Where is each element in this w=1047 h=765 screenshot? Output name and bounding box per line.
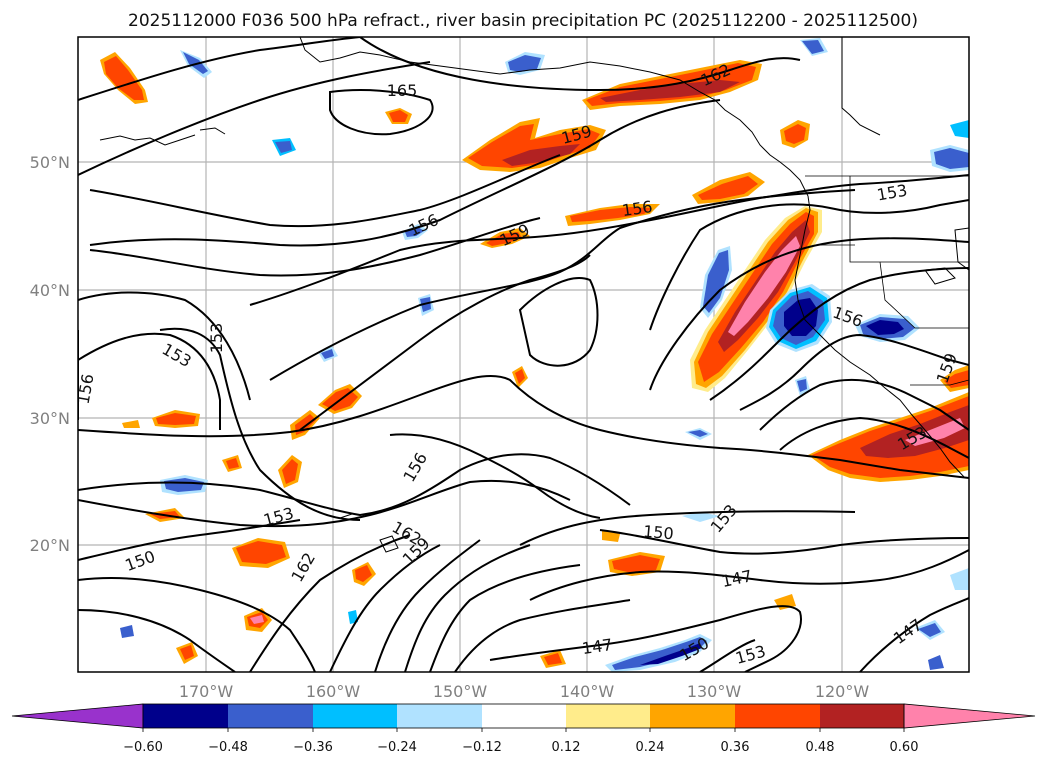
colorbar-tick-label: −0.24: [377, 740, 417, 755]
colorbar-frame: [142, 703, 905, 729]
contour-line: [78, 577, 316, 672]
colorbar-swatch: [397, 704, 483, 728]
contour-label: 150: [642, 522, 674, 544]
lon-label: 170°W: [179, 682, 234, 701]
contour-line: [529, 549, 969, 601]
colorbar-tick-label: 0.48: [806, 740, 835, 755]
contour-line: [269, 189, 856, 381]
contour-line: [78, 291, 251, 401]
contour-label: 156: [621, 197, 654, 220]
negative-precip-anomaly-shading: [120, 38, 969, 672]
lat-label: 20°N: [30, 536, 70, 555]
height-contours: [78, 37, 969, 672]
colorbar-tick-label: 0.24: [636, 740, 665, 755]
contour-line: [454, 599, 631, 672]
contour-label: 156: [74, 372, 98, 405]
colorbar-tick-label: 0.12: [552, 740, 581, 755]
contour-line: [699, 639, 756, 672]
lat-label: 40°N: [30, 281, 70, 300]
colorbar-swatch: [143, 704, 229, 728]
colorbar-swatch: [566, 704, 652, 728]
contour-line: [78, 332, 221, 430]
lat-label: 30°N: [30, 409, 70, 428]
colorbar-swatch: [820, 704, 905, 728]
contour-label: 165: [387, 81, 418, 100]
lon-label: 150°W: [433, 682, 488, 701]
lon-label: 130°W: [687, 682, 742, 701]
contour-line: [159, 327, 361, 521]
contour-line: [709, 267, 969, 401]
contour-line: [249, 534, 411, 672]
map-title: 2025112000 F036 500 hPa refract., river …: [128, 11, 918, 31]
lat-label: 50°N: [30, 153, 70, 172]
lon-label: 120°W: [815, 682, 870, 701]
contour-line: [389, 433, 601, 519]
contour-line: [599, 529, 969, 555]
contour-label: 153: [207, 323, 226, 354]
lon-label: 160°W: [306, 682, 361, 701]
contour-line: [859, 597, 969, 672]
colorbar-swatch: [482, 704, 568, 728]
alaska-coast: [299, 37, 809, 197]
contour-line: [759, 378, 969, 431]
colorbar-tick-label: 0.60: [890, 740, 919, 755]
contour-line: [779, 416, 969, 459]
contour-line: [429, 564, 581, 672]
contour-line: [359, 37, 801, 92]
contour-line: [89, 99, 721, 247]
contour-line: [649, 199, 969, 331]
contour-line: [299, 254, 591, 431]
contour-line: [404, 544, 531, 672]
contour-line: [78, 374, 969, 479]
contour-line: [78, 519, 301, 561]
colorbar-extend-max: [903, 703, 1036, 729]
map-content: 165 162 159 156 156 159 153 156 159 153 …: [74, 37, 969, 672]
contour-line: [89, 217, 541, 277]
colorbar-tick-label: −0.48: [208, 740, 248, 755]
colorbar-tick-label: −0.12: [462, 740, 502, 755]
contour-line: [489, 605, 802, 672]
contour-label: 147: [581, 635, 614, 658]
contour-line: [78, 453, 631, 517]
contour-line: [78, 37, 361, 101]
colorbar-tick-label: −0.36: [293, 740, 333, 755]
colorbar-swatch: [313, 704, 399, 728]
colorbar-tick-label: 0.36: [721, 740, 750, 755]
map-frame: [77, 36, 970, 673]
colorbar: −0.60 −0.48 −0.36 −0.24 −0.12 0.12 0.24 …: [11, 703, 1036, 755]
coastlines: [99, 37, 969, 553]
colorbar-ticks: [142, 728, 905, 732]
contour-line: [519, 510, 856, 546]
contour-line: [78, 479, 571, 528]
contour-line: [329, 544, 441, 672]
contour-line: [329, 89, 434, 136]
contour-line: [78, 609, 236, 672]
colorbar-extend-min: [11, 703, 144, 729]
contour-line: [89, 154, 561, 228]
colorbar-swatch: [735, 704, 821, 728]
contour-line: [649, 237, 969, 391]
colorbar-swatch: [228, 704, 314, 728]
contour-line: [374, 539, 481, 672]
contour-line: [739, 333, 969, 411]
lon-label: 140°W: [560, 682, 615, 701]
colorbar-swatch: [650, 704, 736, 728]
colorbar-tick-label: −0.60: [123, 740, 163, 755]
contour-line: [78, 61, 431, 176]
contour-line: [518, 277, 599, 367]
